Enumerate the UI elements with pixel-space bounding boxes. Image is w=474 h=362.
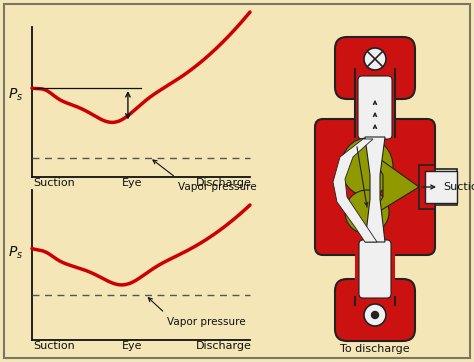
FancyBboxPatch shape (335, 279, 415, 341)
Ellipse shape (341, 138, 393, 196)
Text: Vapor pressure: Vapor pressure (178, 181, 256, 191)
Ellipse shape (345, 190, 389, 234)
FancyBboxPatch shape (315, 119, 435, 255)
Text: Suction: Suction (443, 182, 474, 192)
Circle shape (364, 304, 386, 326)
Circle shape (364, 48, 386, 70)
Circle shape (372, 311, 379, 319)
Text: Discharge: Discharge (196, 341, 252, 351)
FancyBboxPatch shape (358, 76, 392, 139)
Text: Eye: Eye (122, 341, 143, 351)
Bar (355, 237, 395, 297)
Bar (425, 171, 457, 203)
FancyBboxPatch shape (359, 240, 391, 298)
Bar (427, 169, 457, 205)
Bar (355, 77, 395, 137)
Polygon shape (333, 139, 377, 242)
Bar (419, 165, 435, 209)
Text: To discharge: To discharge (340, 344, 410, 354)
Text: Vapor pressure: Vapor pressure (167, 317, 246, 327)
Text: Discharge: Discharge (196, 178, 252, 188)
Text: Eye: Eye (122, 178, 143, 188)
Text: Suction: Suction (33, 341, 75, 351)
Text: $P_s$: $P_s$ (9, 245, 24, 261)
Text: Suction: Suction (33, 178, 75, 188)
FancyBboxPatch shape (335, 37, 415, 99)
Polygon shape (365, 137, 385, 242)
Text: $P_s$: $P_s$ (9, 86, 24, 103)
Polygon shape (370, 152, 419, 217)
